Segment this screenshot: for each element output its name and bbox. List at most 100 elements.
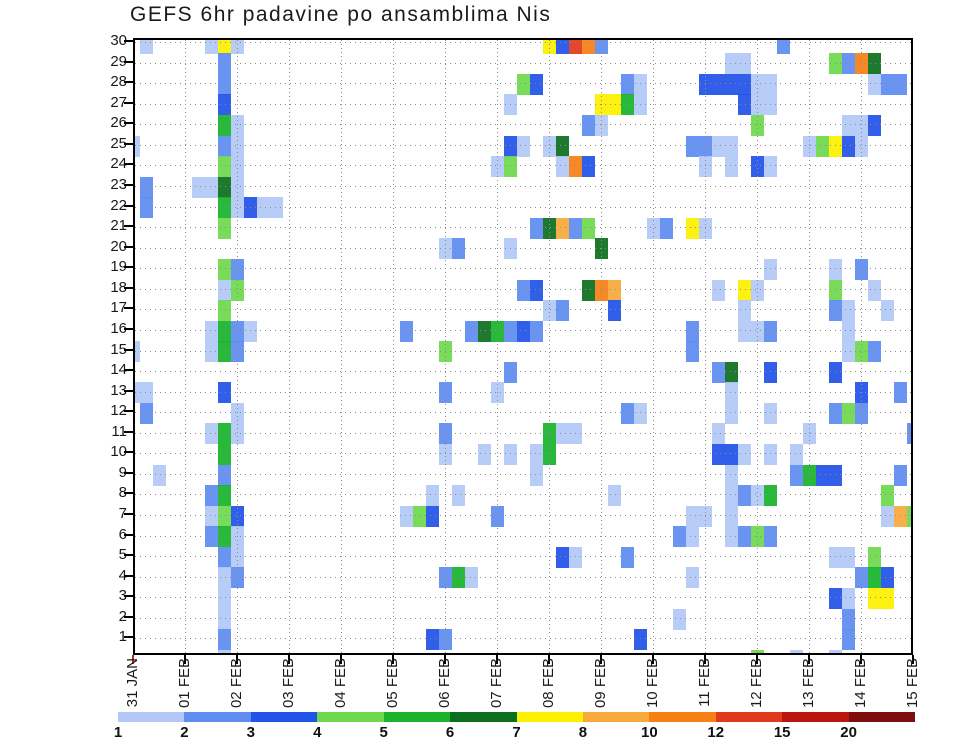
- y-axis-tick: [124, 81, 133, 84]
- y-axis-label: 29: [110, 52, 127, 70]
- y-axis-label: 21: [110, 217, 127, 235]
- heatmap-cell: [633, 402, 647, 424]
- heatmap-cell: [841, 135, 855, 157]
- gridline-horizontal: [135, 453, 911, 455]
- y-axis-tick: [124, 183, 133, 186]
- gridline-horizontal: [135, 638, 911, 640]
- heatmap-cell: [724, 156, 738, 178]
- y-axis-tick: [124, 554, 133, 557]
- gridline-horizontal: [135, 432, 911, 434]
- gridline-horizontal: [135, 62, 911, 64]
- y-axis-label: 2: [118, 607, 127, 625]
- x-axis-tick: [288, 655, 290, 664]
- heatmap-cell: [217, 53, 231, 75]
- heatmap-cell: [867, 546, 881, 568]
- heatmap-cell: [828, 402, 842, 424]
- heatmap-cell: [867, 53, 881, 75]
- heatmap-cell: [139, 382, 153, 404]
- heatmap-cell: [672, 526, 686, 548]
- heatmap-cell: [607, 300, 621, 322]
- gridline-horizontal: [135, 535, 911, 537]
- gridline-horizontal: [135, 268, 911, 270]
- heatmap-cell: [737, 444, 751, 466]
- heatmap-cell: [880, 485, 894, 507]
- heatmap-cell: [503, 320, 517, 342]
- heatmap-cell: [763, 156, 777, 178]
- plot-area: [133, 38, 913, 655]
- y-axis-tick: [124, 348, 133, 351]
- y-axis-tick: [124, 595, 133, 598]
- heatmap-cell: [568, 217, 582, 239]
- heatmap-cell: [581, 40, 595, 54]
- heatmap-cell: [711, 135, 725, 157]
- y-axis-tick: [124, 245, 133, 248]
- x-axis-tick: [652, 655, 654, 664]
- x-axis-tick: [548, 655, 550, 664]
- gridline-horizontal: [135, 206, 911, 208]
- gridline-vertical: [601, 40, 602, 653]
- chart-title: GEFS 6hr padavine po ansamblima Nis: [130, 3, 552, 26]
- heatmap-cell: [217, 258, 231, 280]
- heatmap-cell: [841, 588, 855, 609]
- colorbar-segment: [782, 712, 850, 722]
- y-axis-tick: [124, 533, 133, 536]
- heatmap-cell: [763, 320, 777, 342]
- heatmap-cell: [204, 485, 218, 507]
- heatmap-cell: [217, 40, 231, 54]
- heatmap-cell: [737, 485, 751, 507]
- heatmap-cell: [503, 238, 517, 260]
- y-axis-tick: [124, 451, 133, 454]
- colorbar-value-label: 3: [246, 724, 255, 741]
- gridline-horizontal: [135, 371, 911, 373]
- y-axis-tick: [124, 101, 133, 104]
- x-axis-label: 11 FEB: [696, 658, 713, 707]
- heatmap-cell: [451, 238, 465, 260]
- x-axis-label: 09 FEB: [592, 658, 609, 709]
- heatmap-cell: [217, 217, 231, 239]
- x-axis-label: 14 FEB: [852, 658, 869, 709]
- heatmap-cell: [880, 73, 894, 95]
- heatmap-cell: [217, 629, 231, 651]
- heatmap-cell: [737, 320, 751, 342]
- heatmap-cell: [607, 485, 621, 507]
- heatmap-cell: [581, 156, 595, 178]
- x-axis-tick: [912, 655, 914, 664]
- heatmap-cell: [568, 546, 582, 568]
- heatmap-cell: [763, 526, 777, 548]
- x-axis-tick: [496, 655, 498, 664]
- heatmap-cell: [139, 197, 153, 219]
- heatmap-cell: [529, 279, 543, 301]
- heatmap-cell: [451, 567, 465, 589]
- heatmap-cell: [893, 382, 907, 404]
- heatmap-cell: [841, 341, 855, 363]
- gridline-vertical: [185, 40, 186, 653]
- heatmap-cell: [477, 444, 491, 466]
- gridline-horizontal: [135, 83, 911, 85]
- heatmap-cell: [685, 320, 699, 342]
- heatmap-cell: [555, 40, 569, 54]
- colorbar-segment: [317, 712, 385, 722]
- gridline-vertical: [809, 40, 810, 653]
- x-axis-label: 04 FEB: [332, 658, 349, 709]
- colorbar-value-label: 4: [313, 724, 322, 741]
- heatmap-cell: [737, 53, 751, 75]
- heatmap-cell: [217, 176, 231, 198]
- heatmap-cell: [763, 485, 777, 507]
- x-axis-tick: [704, 655, 706, 664]
- heatmap-cell: [217, 464, 231, 486]
- heatmap-cell: [828, 279, 842, 301]
- y-axis-label: 25: [110, 134, 127, 152]
- x-axis-label: 31 JAN: [124, 658, 141, 708]
- heatmap-cell: [503, 444, 517, 466]
- y-axis-label: 8: [118, 484, 127, 502]
- gridline-vertical: [549, 40, 550, 653]
- gridline-horizontal: [135, 42, 911, 43]
- gridline-horizontal: [135, 103, 911, 105]
- heatmap-cell: [516, 320, 530, 342]
- x-axis-tick: [340, 655, 342, 664]
- heatmap-cell: [217, 94, 231, 116]
- y-axis-label: 17: [110, 299, 127, 317]
- y-axis-tick: [124, 492, 133, 495]
- heatmap-cell: [763, 94, 777, 116]
